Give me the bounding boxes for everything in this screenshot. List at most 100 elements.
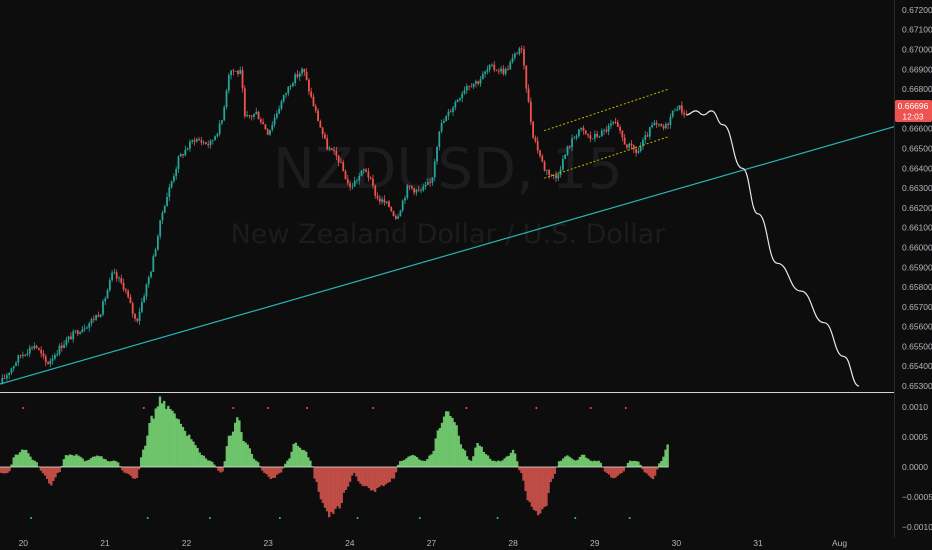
- candle[interactable]: [580, 127, 583, 132]
- candle[interactable]: [623, 133, 626, 145]
- candle[interactable]: [28, 344, 31, 358]
- candle[interactable]: [436, 146, 438, 165]
- candle[interactable]: [79, 331, 81, 335]
- candle[interactable]: [497, 68, 500, 75]
- candle[interactable]: [488, 64, 491, 73]
- candle[interactable]: [408, 185, 411, 191]
- candle[interactable]: [367, 167, 370, 182]
- candle[interactable]: [616, 119, 619, 128]
- candle[interactable]: [646, 132, 649, 137]
- candle[interactable]: [134, 313, 136, 322]
- candle[interactable]: [310, 87, 313, 99]
- candle[interactable]: [88, 321, 91, 332]
- candle[interactable]: [378, 194, 381, 205]
- candle[interactable]: [95, 314, 98, 322]
- price-axis[interactable]: 0.67200 0.67100 0.67000 0.66900 0.66800 0.666…: [902, 5, 932, 391]
- candle[interactable]: [607, 123, 610, 136]
- candle[interactable]: [426, 178, 429, 186]
- candle[interactable]: [598, 135, 601, 139]
- candle[interactable]: [680, 101, 683, 116]
- candle[interactable]: [291, 81, 294, 88]
- candle[interactable]: [136, 318, 139, 323]
- candle[interactable]: [19, 354, 22, 359]
- candle[interactable]: [54, 352, 56, 361]
- candle[interactable]: [667, 122, 670, 130]
- candle[interactable]: [461, 91, 464, 103]
- candle[interactable]: [317, 108, 319, 122]
- candle[interactable]: [324, 131, 326, 140]
- candle[interactable]: [621, 130, 624, 142]
- candle[interactable]: [168, 183, 171, 202]
- candle[interactable]: [626, 144, 628, 150]
- candle[interactable]: [550, 174, 553, 178]
- candle[interactable]: [312, 93, 315, 107]
- candle[interactable]: [454, 100, 457, 111]
- candle[interactable]: [21, 351, 24, 359]
- candle[interactable]: [129, 293, 132, 304]
- candle[interactable]: [674, 108, 676, 112]
- candle[interactable]: [70, 332, 72, 340]
- candle[interactable]: [648, 126, 651, 140]
- candle[interactable]: [552, 174, 555, 180]
- candle[interactable]: [239, 66, 242, 75]
- candle[interactable]: [104, 296, 107, 306]
- candle[interactable]: [472, 83, 475, 90]
- candle[interactable]: [655, 119, 658, 128]
- candle[interactable]: [333, 146, 335, 155]
- candle[interactable]: [120, 274, 123, 285]
- candle[interactable]: [344, 169, 347, 180]
- candle[interactable]: [516, 51, 519, 55]
- candle[interactable]: [150, 270, 152, 279]
- candle[interactable]: [205, 142, 207, 145]
- candle[interactable]: [42, 349, 45, 360]
- candle[interactable]: [603, 128, 605, 135]
- candle[interactable]: [221, 120, 223, 126]
- candle[interactable]: [337, 154, 340, 167]
- candle[interactable]: [493, 61, 496, 73]
- candle[interactable]: [72, 329, 75, 343]
- candle[interactable]: [536, 136, 539, 154]
- candle[interactable]: [115, 269, 118, 282]
- candle[interactable]: [362, 168, 365, 175]
- candle[interactable]: [374, 184, 377, 199]
- candle[interactable]: [507, 65, 509, 71]
- candle[interactable]: [65, 336, 68, 348]
- candle[interactable]: [671, 110, 674, 119]
- candle[interactable]: [246, 110, 249, 118]
- candle[interactable]: [456, 98, 459, 103]
- candle[interactable]: [534, 135, 537, 143]
- candle[interactable]: [346, 174, 349, 186]
- candle[interactable]: [170, 180, 173, 189]
- candle[interactable]: [431, 177, 434, 186]
- candle[interactable]: [63, 340, 65, 349]
- candle[interactable]: [111, 269, 114, 282]
- candle[interactable]: [225, 88, 228, 110]
- channel-lower-line[interactable]: [544, 136, 669, 179]
- candle[interactable]: [628, 142, 631, 151]
- candle[interactable]: [227, 72, 230, 94]
- candle[interactable]: [475, 79, 477, 88]
- candle[interactable]: [3, 374, 6, 379]
- candle[interactable]: [108, 277, 111, 293]
- candle[interactable]: [230, 70, 233, 80]
- candle[interactable]: [232, 68, 235, 76]
- candle[interactable]: [255, 107, 258, 115]
- candle[interactable]: [383, 195, 386, 206]
- candle[interactable]: [401, 199, 404, 213]
- candle[interactable]: [504, 67, 507, 76]
- candle[interactable]: [186, 147, 189, 151]
- candle[interactable]: [404, 195, 406, 205]
- candle[interactable]: [154, 247, 157, 258]
- candle[interactable]: [124, 287, 127, 294]
- candle[interactable]: [511, 53, 514, 64]
- candle[interactable]: [147, 275, 150, 288]
- candle[interactable]: [365, 167, 367, 173]
- candle[interactable]: [525, 65, 528, 93]
- candle[interactable]: [438, 131, 441, 151]
- candle[interactable]: [40, 346, 43, 358]
- candle[interactable]: [575, 133, 578, 141]
- candle[interactable]: [392, 210, 395, 217]
- candle[interactable]: [571, 134, 573, 152]
- candle[interactable]: [479, 76, 482, 87]
- candle[interactable]: [99, 313, 102, 318]
